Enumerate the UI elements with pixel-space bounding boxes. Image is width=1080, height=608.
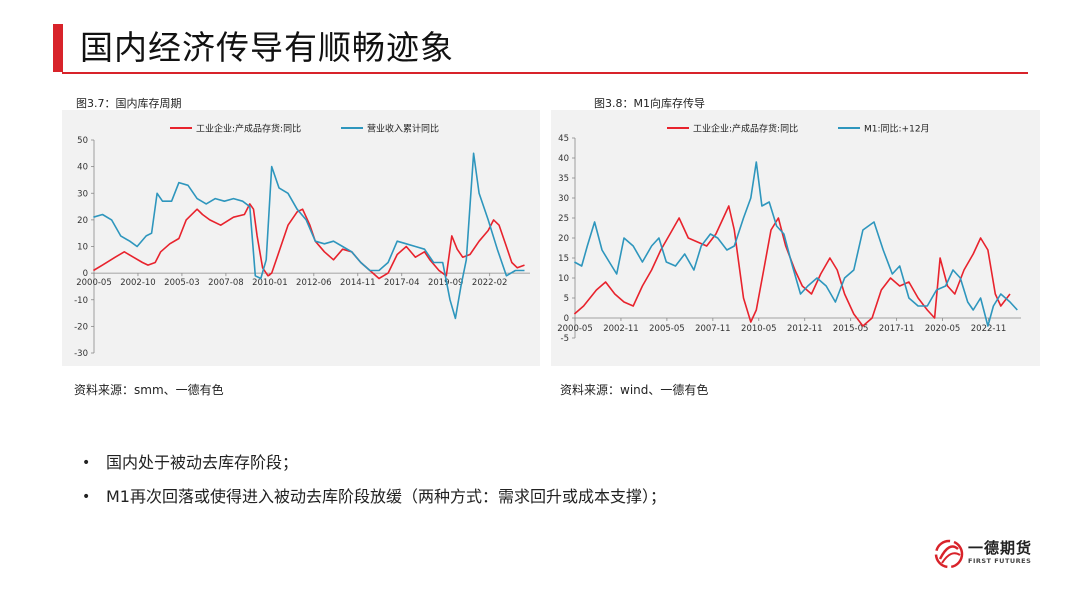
x-tick-label: 2014-11 — [340, 278, 376, 288]
figure-caption-right: 图3.8：M1向库存传导 — [594, 97, 705, 110]
legend-label: 营业收入累计同比 — [367, 123, 439, 135]
x-tick-label: 2002-10 — [120, 278, 156, 288]
y-tick-label: 40 — [558, 154, 569, 164]
y-tick-label: -20 — [74, 322, 88, 332]
x-tick-label: 2022-11 — [971, 324, 1007, 334]
y-tick-label: 40 — [77, 163, 88, 173]
source-note-left: 资料来源：smm、一德有色 — [74, 383, 224, 397]
y-tick-label: -10 — [74, 296, 88, 306]
bullet-text: 国内处于被动去库存阶段； — [106, 453, 299, 472]
bullet-list: • 国内处于被动去库存阶段； • M1再次回落或使得进入被动去库阶段放缓（两种方式：… — [80, 446, 666, 514]
y-tick-label: 10 — [558, 274, 569, 284]
swirl-logo-icon — [934, 539, 964, 569]
chart-panel-left: 50 40 30 20 10 0 -10 -20 -30 2000-05 2002-10 2005-0… — [62, 110, 540, 366]
y-tick-label: 0 — [83, 269, 88, 279]
x-tick-label: 2005-05 — [649, 324, 685, 334]
legend-label: M1:同比:+12月 — [864, 123, 930, 135]
y-tick-label: 10 — [77, 243, 88, 253]
company-logo: 一德期货 FIRST FUTURES — [934, 535, 1034, 575]
page-title: 国内经济传导有顺畅迹象 — [80, 28, 454, 67]
y-tick-label: 30 — [77, 189, 88, 199]
series-line — [92, 203, 525, 280]
title-underline — [62, 72, 1028, 74]
y-tick-label: 5 — [564, 294, 569, 304]
y-tick-label: 45 — [558, 134, 569, 144]
x-tick-label: 2010-01 — [252, 278, 288, 288]
bullet-dot: • — [82, 455, 91, 471]
x-tick-label: 2007-11 — [695, 324, 731, 334]
bullet-item: • 国内处于被动去库存阶段； — [80, 446, 666, 480]
logo-name-cn: 一德期货 — [968, 539, 1033, 557]
x-tick-label: 2017-11 — [879, 324, 915, 334]
legend-label: 工业企业:产成品存货:同比 — [196, 123, 301, 135]
source-note-right: 资料来源：wind、一德有色 — [560, 383, 709, 397]
chart-panel-right: 45 40 35 30 25 20 15 10 5 0 -5 2000-05 2002-11 2005-0… — [551, 110, 1040, 366]
x-tick-label: 2012-11 — [787, 324, 823, 334]
x-tick-label: 2022-02 — [472, 278, 508, 288]
bullet-text: M1再次回落或使得进入被动去库阶段放缓（两种方式：需求回升或成本支撑）； — [106, 487, 666, 506]
x-tick-label: 2002-11 — [603, 324, 639, 334]
x-tick-label: 2000-05 — [76, 278, 112, 288]
y-tick-label: 50 — [77, 136, 88, 146]
x-tick-label: 2017-04 — [384, 278, 420, 288]
bullet-item: • M1再次回落或使得进入被动去库阶段放缓（两种方式：需求回升或成本支撑）； — [80, 480, 666, 514]
y-tick-label: -30 — [74, 349, 88, 359]
y-tick-label: 15 — [558, 254, 569, 264]
y-tick-label: 35 — [558, 174, 569, 184]
x-tick-label: 2019-09 — [428, 278, 464, 288]
legend-label: 工业企业:产成品存货:同比 — [693, 123, 798, 135]
x-tick-label: 2010-05 — [741, 324, 777, 334]
series-line — [574, 161, 1018, 327]
logo-name-en: FIRST FUTURES — [968, 557, 1032, 565]
x-tick-label: 2012-06 — [296, 278, 332, 288]
x-tick-label: 2000-05 — [557, 324, 593, 334]
inventory-cycle-chart: 50 40 30 20 10 0 -10 -20 -30 2000-05 2002-10 2005-0… — [74, 123, 530, 359]
series-line — [573, 205, 1011, 327]
x-tick-label: 2007-08 — [208, 278, 244, 288]
title-accent-bar — [53, 24, 63, 72]
y-tick-label: -5 — [561, 334, 569, 344]
x-tick-label: 2020-05 — [925, 324, 961, 334]
y-tick-label: 20 — [558, 234, 569, 244]
x-tick-label: 2005-03 — [164, 278, 200, 288]
y-tick-label: 0 — [564, 314, 569, 324]
y-tick-label: 30 — [558, 194, 569, 204]
y-tick-label: 25 — [558, 214, 569, 224]
y-tick-label: 20 — [77, 216, 88, 226]
series-line — [93, 152, 525, 320]
figure-caption-left: 图3.7：国内库存周期 — [76, 97, 182, 110]
x-tick-label: 2015-05 — [833, 324, 869, 334]
bullet-dot: • — [82, 489, 91, 505]
